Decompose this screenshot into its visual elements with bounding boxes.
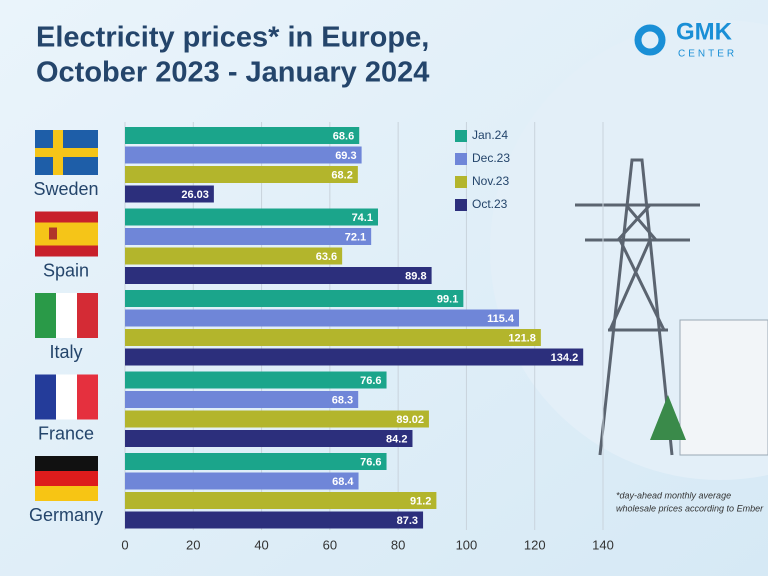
flag-sweden xyxy=(35,130,98,175)
value-label: 63.6 xyxy=(316,251,337,263)
value-label: 68.3 xyxy=(332,394,353,406)
building xyxy=(679,319,768,456)
logo-icon xyxy=(634,24,666,56)
legend-label: Nov.23 xyxy=(472,174,509,188)
value-label: 74.1 xyxy=(352,212,373,224)
value-label: 69.3 xyxy=(335,150,356,162)
value-label: 91.2 xyxy=(410,495,431,507)
category-label: Spain xyxy=(43,260,89,280)
flag-france xyxy=(35,374,98,420)
x-tick-label: 20 xyxy=(186,537,200,552)
bar xyxy=(125,290,464,307)
x-tick-label: 0 xyxy=(121,537,128,552)
bar xyxy=(125,453,387,470)
legend-swatch xyxy=(455,153,467,165)
legend-swatch xyxy=(455,130,467,142)
bar xyxy=(125,430,413,447)
logo-name: GMK xyxy=(676,18,733,45)
legend-swatch xyxy=(455,199,467,211)
value-label: 68.6 xyxy=(333,130,354,142)
value-label: 76.6 xyxy=(360,375,381,387)
logo-tagline: CENTER xyxy=(678,49,737,60)
category-label: Sweden xyxy=(33,179,98,199)
x-tick-label: 120 xyxy=(524,537,546,552)
bar xyxy=(125,348,584,366)
category-label: France xyxy=(38,423,94,443)
category-label: Italy xyxy=(49,342,82,362)
category-label: Germany xyxy=(29,505,103,525)
title-line: October 2023 - January 2024 xyxy=(36,57,429,89)
bar xyxy=(125,472,359,490)
legend-label: Jan.24 xyxy=(472,128,508,142)
value-label: 68.4 xyxy=(332,476,354,488)
title-line: Electricity prices* in Europe, xyxy=(36,22,429,54)
bar xyxy=(125,329,541,346)
value-label: 72.1 xyxy=(345,231,366,243)
value-label: 76.6 xyxy=(360,456,381,468)
pylon xyxy=(575,158,700,456)
value-label: 68.2 xyxy=(331,169,352,181)
value-label: 89.8 xyxy=(405,270,426,282)
legend-label: Dec.23 xyxy=(472,151,510,165)
legend-label: Oct.23 xyxy=(472,197,508,211)
value-label: 115.4 xyxy=(487,313,515,325)
x-tick-label: 40 xyxy=(254,537,268,552)
x-tick-label: 80 xyxy=(391,537,405,552)
value-label: 87.3 xyxy=(397,515,418,527)
bar xyxy=(125,371,387,389)
bar xyxy=(125,208,378,226)
x-tick-label: 100 xyxy=(456,537,478,552)
bar xyxy=(125,127,360,144)
bar xyxy=(125,228,372,245)
bar xyxy=(125,511,424,529)
bar xyxy=(125,185,214,203)
value-label: 89.02 xyxy=(396,414,424,426)
value-label: 26.03 xyxy=(181,189,209,201)
flag-italy xyxy=(35,293,98,338)
bar xyxy=(125,146,362,164)
flag-germany xyxy=(35,456,98,501)
flag-spain xyxy=(35,211,98,257)
bar xyxy=(125,267,432,284)
value-label: 84.2 xyxy=(386,433,407,445)
bar xyxy=(125,166,358,183)
bar xyxy=(125,410,429,428)
value-label: 134.2 xyxy=(551,352,579,364)
value-label: 121.8 xyxy=(508,332,536,344)
footnote: wholesale prices according to Ember xyxy=(616,503,764,513)
bar xyxy=(125,391,359,408)
bar xyxy=(125,247,343,265)
legend-swatch xyxy=(455,176,467,188)
bar xyxy=(125,492,437,509)
value-label: 99.1 xyxy=(437,293,458,305)
bar xyxy=(125,309,520,327)
tree xyxy=(650,395,686,440)
x-tick-label: 140 xyxy=(592,537,614,552)
x-tick-label: 60 xyxy=(323,537,337,552)
footnote: *day-ahead monthly average xyxy=(616,490,731,500)
